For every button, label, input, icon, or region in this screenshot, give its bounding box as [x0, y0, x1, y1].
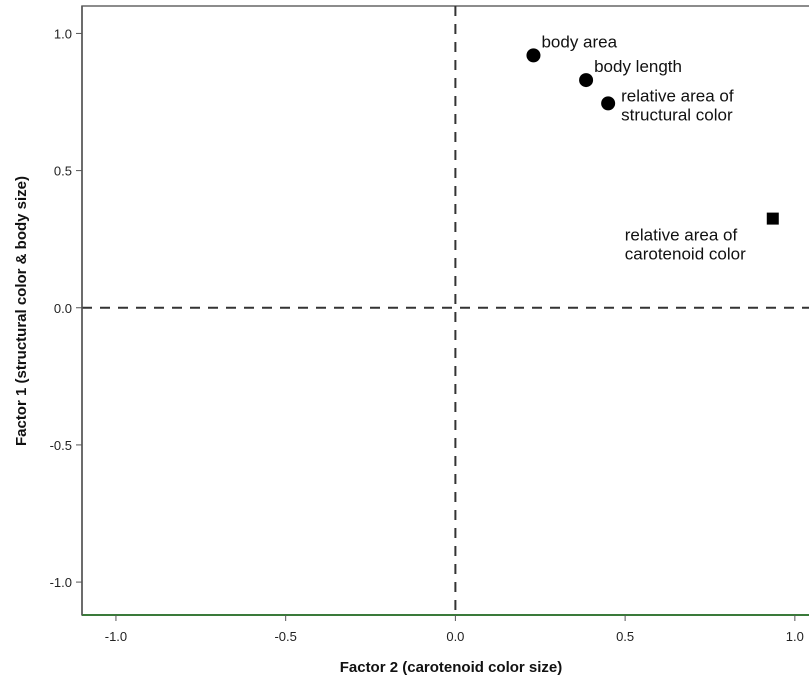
point-label: relative area of: [621, 86, 734, 105]
point-label: body length: [594, 57, 682, 76]
point-marker-circle: [526, 48, 541, 63]
y-tick-label: 0.0: [54, 301, 72, 316]
point-label: relative area of: [625, 226, 738, 245]
y-axis-title: Factor 1 (structural color & body size): [13, 176, 30, 446]
plot-area: [81, 5, 809, 616]
point-label: carotenoid color: [625, 245, 746, 264]
point-label: body area: [541, 32, 617, 51]
axes: [81, 6, 809, 616]
y-tick-label: 1.0: [54, 26, 72, 41]
x-tick-label: 0.0: [446, 629, 464, 644]
point-marker-circle: [601, 96, 616, 111]
x-axis-title: Factor 2 (carotenoid color size): [340, 659, 563, 676]
point-label: structural color: [621, 105, 733, 124]
reference-lines: [82, 6, 809, 615]
y-tick-label: 0.5: [54, 164, 72, 179]
y-tick-label: -0.5: [50, 438, 72, 453]
point-marker-circle: [579, 73, 594, 88]
x-tick-label: 1.0: [786, 629, 804, 644]
x-tick-label: 0.5: [616, 629, 634, 644]
point-marker-square: [766, 212, 779, 225]
x-tick-label: -1.0: [105, 629, 127, 644]
tick-marks: -1.0 -0.5 0.0 0.5 1.0 1.0 0.5 0.0 -0.5 -1.0: [50, 26, 804, 644]
x-tick-label: -0.5: [274, 629, 296, 644]
y-tick-label: -1.0: [50, 575, 72, 590]
